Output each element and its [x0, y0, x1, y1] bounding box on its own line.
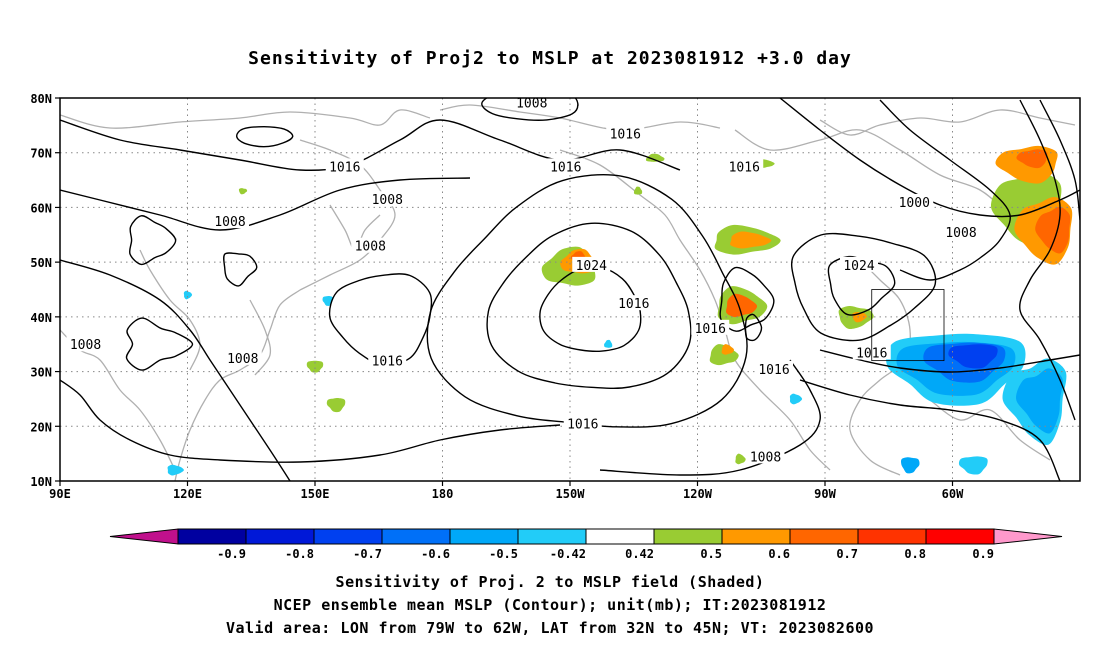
colorbar-level-label: 0.42: [625, 547, 654, 561]
colorbar: -0.9 -0.8 -0.7 -0.6 -0.5 -0.42 0.42 0.5 0.6 0.7 0.…: [109, 528, 1063, 561]
colorbar-level-label: -0.7: [353, 547, 382, 561]
colorbar-level-label: -0.8: [285, 547, 314, 561]
colorbar-level-label: 0.8: [904, 547, 926, 561]
lat-tick-label: 10N: [30, 475, 52, 489]
coastlines: [60, 104, 1076, 481]
contour-label: 1008: [945, 226, 976, 241]
contour-label: 1008: [355, 240, 386, 255]
lon-tick-label: 180: [432, 487, 454, 501]
lon-tick-label: 120W: [683, 487, 713, 501]
contour-label: 1008: [372, 193, 403, 208]
contour-label: 1016: [567, 418, 598, 433]
colorbar-segment: [313, 528, 383, 545]
footer-line-2: NCEP ensemble mean MSLP (Contour); unit(…: [273, 596, 827, 614]
contour-label: 1016: [329, 160, 360, 175]
lat-tick-label: 40N: [30, 311, 52, 325]
colorbar-segment: [653, 528, 723, 545]
valid-area-box: [871, 289, 945, 362]
contour-label: 1016: [610, 128, 641, 143]
lat-tick-label: 50N: [30, 256, 52, 270]
colorbar-level-label: -0.42: [550, 547, 586, 561]
lat-tick-label: 60N: [30, 201, 52, 215]
colorbar-high-extend: [993, 528, 1063, 545]
contour-labels: 1008 1016 1016 1016 1016 1008 1000 1008 1008 1008…: [66, 96, 980, 465]
contour-label: 1016: [618, 297, 649, 312]
colorbar-segment: [381, 528, 451, 545]
lon-tick-label: 150E: [301, 487, 330, 501]
contour-label: 1008: [214, 215, 245, 230]
colorbar-segment: [517, 528, 587, 545]
contour-label: 1008: [70, 338, 101, 353]
contour-label: 1016: [758, 363, 789, 378]
lon-tick-label: 120E: [173, 487, 202, 501]
contour-label: 1008: [227, 352, 258, 367]
contour-label: 1016: [729, 160, 760, 175]
contour-label: 1024: [576, 259, 607, 274]
colorbar-segment: [177, 528, 247, 545]
lat-tick-label: 70N: [30, 147, 52, 161]
contour-label: 1016: [550, 160, 581, 175]
colorbar-segment: [925, 528, 995, 545]
contour-label: 1016: [372, 355, 403, 370]
colorbar-segment: [449, 528, 519, 545]
lat-tick-label: 80N: [30, 92, 52, 106]
colorbar-level-label: 0.6: [768, 547, 790, 561]
colorbar-segment: [245, 528, 315, 545]
colorbar-segment: [857, 528, 927, 545]
colorbar-low-extend: [109, 528, 179, 545]
lon-tick-label: 90W: [814, 487, 836, 501]
contour-label: 1024: [843, 259, 874, 274]
lat-tick-label: 30N: [30, 366, 52, 380]
colorbar-segment: [721, 528, 791, 545]
footer-line-1: Sensitivity of Proj. 2 to MSLP field (Sh…: [335, 573, 765, 591]
contour-label: 1008: [516, 96, 547, 111]
colorbar-level-label: -0.5: [489, 547, 518, 561]
colorbar-level-label: 0.7: [836, 547, 858, 561]
contour-label: 1016: [695, 322, 726, 337]
lon-tick-label: 90E: [49, 487, 71, 501]
colorbar-level-label: -0.6: [421, 547, 450, 561]
colorbar-segment: [789, 528, 859, 545]
lon-tick-label: 60W: [942, 487, 964, 501]
colorbar-level-label: 0.5: [700, 547, 722, 561]
sensitivity-shading: [167, 145, 1073, 476]
footer-line-3: Valid area: LON from 79W to 62W, LAT fro…: [225, 619, 875, 637]
plot-title: Sensitivity of Proj2 to MSLP at 20230819…: [248, 48, 852, 69]
lat-tick-label: 20N: [30, 420, 52, 434]
colorbar-level-label: -0.9: [217, 547, 246, 561]
colorbar-segment: [585, 528, 655, 545]
colorbar-level-label: 0.9: [972, 547, 994, 561]
contour-label: 1008: [750, 450, 781, 465]
lon-tick-label: 150W: [556, 487, 586, 501]
mslp-contours: [60, 98, 1080, 481]
contour-label: 1000: [899, 196, 930, 211]
